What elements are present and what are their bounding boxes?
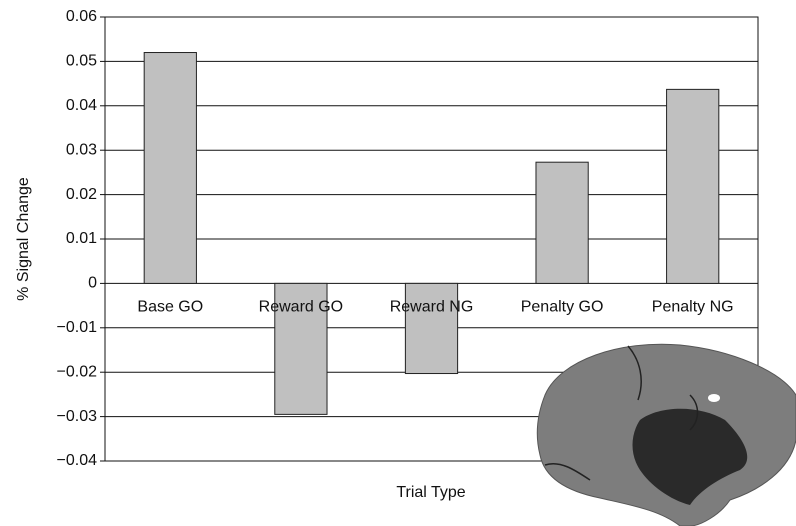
bar: [404, 282, 459, 375]
brain-medial-region: [632, 408, 748, 505]
y-tick-label: 0.01: [66, 230, 97, 247]
y-tick-label: −0.03: [57, 408, 98, 425]
y-tick-label: 0.04: [66, 97, 97, 114]
y-tick-label: 0.06: [66, 8, 97, 25]
x-tick-label: Penalty NG: [652, 299, 734, 316]
y-axis-title: % Signal Change: [15, 177, 32, 301]
bar: [535, 161, 589, 284]
brain-highlight: [708, 394, 720, 402]
y-tick-label: 0.03: [66, 141, 97, 158]
brain-sulci: [544, 345, 699, 481]
y-tick-label: −0.01: [57, 319, 98, 336]
x-axis-title: Trial Type: [396, 484, 465, 501]
bar: [666, 88, 720, 284]
x-tick-label: Reward NG: [390, 299, 474, 316]
x-tick-label: Base GO: [137, 299, 203, 316]
brain-image: [536, 343, 796, 526]
x-tick-label: Penalty GO: [521, 299, 604, 316]
y-tick-label: −0.04: [57, 452, 98, 469]
x-tick-label: Reward GO: [259, 299, 343, 316]
bar: [143, 52, 197, 284]
y-tick-label: 0.05: [66, 53, 97, 70]
y-tick-label: −0.02: [57, 363, 98, 380]
y-tick-label: 0.02: [66, 186, 97, 203]
bar: [274, 282, 328, 415]
y-tick-label: 0: [88, 275, 97, 292]
